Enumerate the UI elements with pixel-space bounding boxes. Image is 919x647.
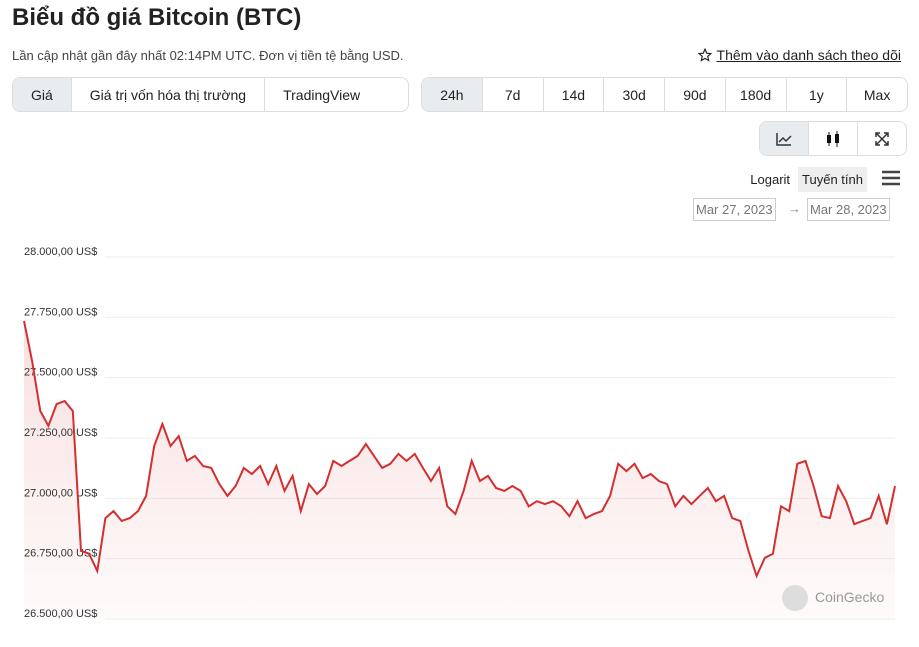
y-tick-label: 26.750,00 US$ bbox=[24, 548, 97, 560]
range-button[interactable]: Max bbox=[846, 78, 907, 111]
page-title: Biểu đồ giá Bitcoin (BTC) bbox=[12, 4, 302, 31]
y-tick-label: 28.000,00 US$ bbox=[24, 246, 97, 258]
y-tick-label: 27.750,00 US$ bbox=[24, 306, 97, 318]
watermark-text: CoinGecko bbox=[815, 589, 884, 605]
price-chart: CoinGecko 28.000,00 US$ 27.750,00 US$ 27.5… bbox=[23, 246, 896, 620]
scale-button[interactable]: Logarit bbox=[750, 172, 791, 187]
scale-toggle: Logarit Tuyến tính bbox=[746, 167, 867, 192]
line-chart-button[interactable] bbox=[760, 122, 808, 155]
line-icon bbox=[776, 132, 792, 146]
range-button[interactable]: 24h bbox=[422, 78, 482, 111]
range-group: 24h 7d 14d 30d 90d 180d 1y Max bbox=[421, 77, 908, 112]
date-to[interactable]: Mar 28, 2023 bbox=[807, 198, 890, 221]
range-button[interactable]: 180d bbox=[724, 78, 786, 111]
tab-button[interactable]: Giá trị vốn hóa thị trường bbox=[70, 78, 264, 111]
y-tick-label: 27.250,00 US$ bbox=[24, 427, 97, 439]
price-line bbox=[23, 320, 896, 579]
range-button[interactable]: 7d bbox=[481, 78, 543, 111]
date-from[interactable]: Mar 27, 2023 bbox=[693, 198, 776, 221]
chart-type-group bbox=[759, 121, 907, 156]
watchlist-text: Thêm vào danh sách theo dõi bbox=[716, 47, 901, 63]
update-note: Lần cập nhật gần đây nhất 02:14PM UTC. Đ… bbox=[12, 48, 404, 63]
y-tick-label: 27.000,00 US$ bbox=[24, 487, 97, 499]
date-separator: → bbox=[788, 201, 801, 216]
tab-button[interactable]: TradingView bbox=[264, 78, 378, 111]
y-tick-label: 26.500,00 US$ bbox=[24, 608, 97, 620]
candle-chart-button[interactable] bbox=[808, 122, 857, 155]
y-tick-label: 27.500,00 US$ bbox=[24, 367, 97, 379]
scale-button[interactable]: Tuyến tính bbox=[798, 167, 867, 192]
area-fill bbox=[24, 321, 895, 619]
range-button[interactable]: 30d bbox=[603, 78, 664, 111]
range-button[interactable]: 90d bbox=[664, 78, 725, 111]
candle-icon bbox=[827, 130, 839, 147]
watchlist-link[interactable]: Thêm vào danh sách theo dõi bbox=[697, 47, 901, 63]
fullscreen-button[interactable] bbox=[857, 122, 906, 155]
star-icon bbox=[697, 48, 712, 62]
tab-button[interactable]: Giá bbox=[13, 78, 71, 111]
tab-group: Giá Giá trị vốn hóa thị trường TradingView bbox=[12, 77, 409, 112]
watermark: CoinGecko bbox=[782, 585, 884, 611]
menu-icon[interactable] bbox=[881, 170, 901, 186]
range-button[interactable]: 1y bbox=[785, 78, 847, 111]
range-button[interactable]: 14d bbox=[542, 78, 604, 111]
expand-icon bbox=[875, 131, 889, 146]
